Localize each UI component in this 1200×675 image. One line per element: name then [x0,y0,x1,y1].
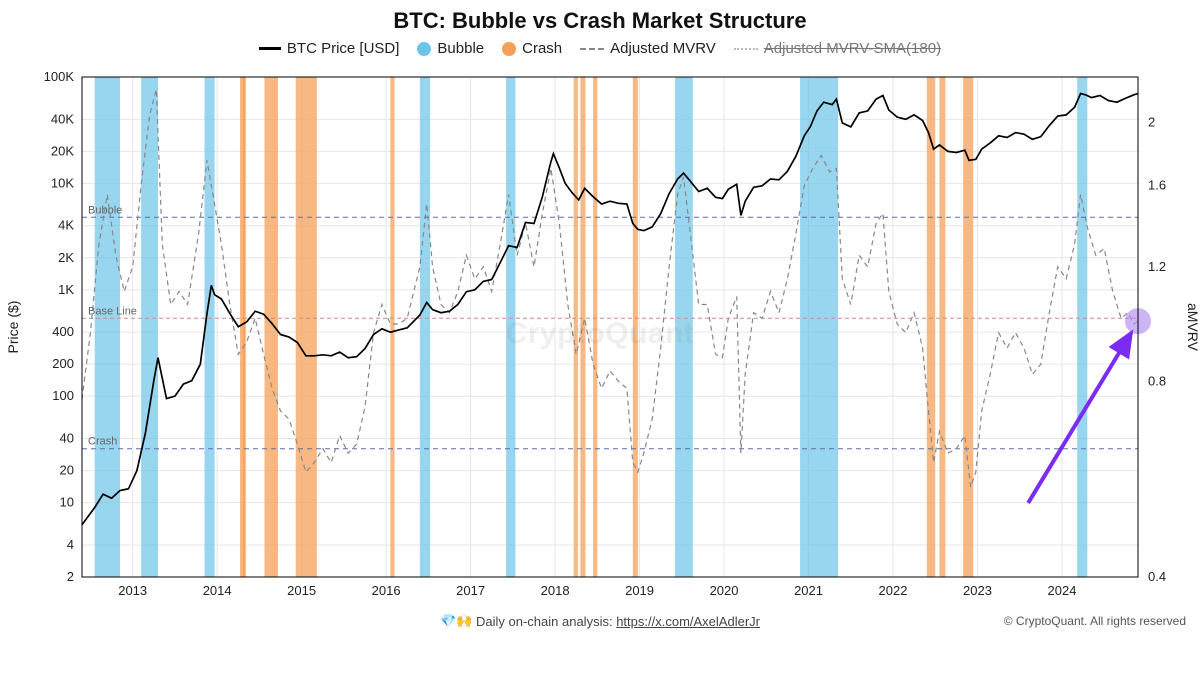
svg-text:100K: 100K [44,69,75,84]
svg-text:20: 20 [60,463,74,478]
svg-text:0.4: 0.4 [1148,569,1166,584]
svg-text:2K: 2K [58,250,74,265]
svg-text:100: 100 [52,388,74,403]
chart-svg: 2 4 10 20 40 100 200 400 1K 2K 4K 10K 20K 40K 100K 0.4 0… [0,57,1200,617]
svg-text:2022: 2022 [879,583,908,598]
svg-text:40: 40 [60,431,74,446]
legend-sma-swatch [734,48,758,50]
legend: BTC Price [USD] Bubble Crash Adjusted MV… [0,40,1200,57]
svg-text:2020: 2020 [710,583,739,598]
svg-text:Crash: Crash [88,436,117,448]
svg-text:10K: 10K [51,175,74,190]
legend-btc: BTC Price [USD] [259,40,400,57]
svg-text:20K: 20K [51,143,74,158]
legend-crash: Crash [502,40,562,57]
svg-text:2018: 2018 [541,583,570,598]
svg-text:1.2: 1.2 [1148,259,1166,274]
svg-text:1.6: 1.6 [1148,178,1166,193]
svg-text:2015: 2015 [287,583,316,598]
svg-text:400: 400 [52,324,74,339]
legend-bubble-swatch [417,42,431,56]
svg-text:2019: 2019 [625,583,654,598]
svg-text:Base Line: Base Line [88,305,137,317]
svg-text:10: 10 [60,495,74,510]
legend-sma: Adjusted MVRV-SMA(180) [734,40,941,57]
svg-text:2017: 2017 [456,583,485,598]
footer-text: Daily on-chain analysis: [476,614,613,629]
svg-text:2013: 2013 [118,583,147,598]
footer: 💎🙌 Daily on-chain analysis: https://x.co… [0,613,1200,629]
legend-bubble: Bubble [417,40,484,57]
footer-emoji: 💎🙌 [440,613,472,629]
chart-title: BTC: Bubble vs Crash Market Structure [0,0,1200,34]
chart-area: CryptoQuant 241020401002004001K2K4K10K20… [0,57,1200,617]
legend-mvrv-label: Adjusted MVRV [610,40,716,57]
legend-mvrv-swatch [580,48,604,50]
legend-crash-swatch [502,42,516,56]
svg-text:aMVRV: aMVRV [1185,303,1200,352]
legend-mvrv: Adjusted MVRV [580,40,716,57]
svg-text:2021: 2021 [794,583,823,598]
svg-text:2016: 2016 [372,583,401,598]
svg-text:40K: 40K [51,111,74,126]
svg-text:4: 4 [67,537,74,552]
legend-btc-label: BTC Price [USD] [287,40,400,57]
legend-sma-label: Adjusted MVRV-SMA(180) [764,40,941,57]
copyright: © CryptoQuant. All rights reserved [1004,614,1186,628]
svg-text:2: 2 [1148,115,1155,130]
svg-text:2023: 2023 [963,583,992,598]
legend-crash-label: Crash [522,40,562,57]
svg-text:0.8: 0.8 [1148,373,1166,388]
svg-text:2024: 2024 [1048,583,1077,598]
svg-text:1K: 1K [58,282,74,297]
svg-text:2014: 2014 [203,583,232,598]
footer-link[interactable]: https://x.com/AxelAdlerJr [616,614,760,629]
svg-text:2: 2 [67,569,74,584]
svg-text:4K: 4K [58,218,74,233]
legend-bubble-label: Bubble [437,40,484,57]
svg-text:200: 200 [52,356,74,371]
svg-text:Price ($): Price ($) [5,301,21,354]
legend-btc-swatch [259,47,281,50]
